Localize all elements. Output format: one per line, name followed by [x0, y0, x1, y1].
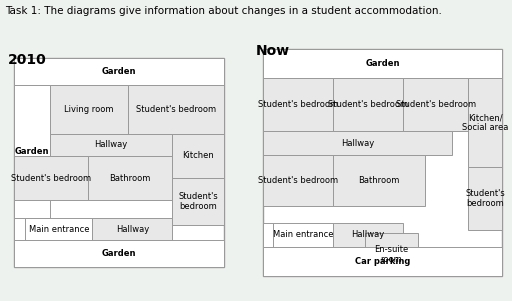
Bar: [333, 78, 403, 131]
Bar: [92, 218, 173, 240]
Bar: [468, 78, 502, 167]
Text: Bathroom: Bathroom: [110, 174, 151, 183]
Text: Kitchen: Kitchen: [182, 151, 214, 160]
Text: Main entrance: Main entrance: [29, 225, 89, 234]
Text: Kitchen/
Social area: Kitchen/ Social area: [462, 113, 508, 132]
Bar: [365, 233, 418, 276]
Bar: [128, 85, 224, 134]
Text: Garden: Garden: [366, 59, 400, 68]
Text: Garden: Garden: [102, 249, 136, 258]
Bar: [173, 134, 224, 178]
Bar: [263, 223, 273, 247]
Text: Hallway: Hallway: [116, 225, 149, 234]
Bar: [333, 155, 425, 206]
Bar: [403, 78, 468, 131]
Text: Now: Now: [256, 44, 290, 58]
Bar: [468, 167, 502, 230]
Bar: [14, 218, 26, 240]
Bar: [14, 58, 224, 85]
Text: Student's bedroom: Student's bedroom: [258, 100, 338, 109]
Text: Garden: Garden: [102, 67, 136, 76]
Bar: [14, 156, 88, 200]
Bar: [50, 134, 173, 156]
Text: Student's bedroom: Student's bedroom: [258, 176, 338, 185]
Bar: [263, 155, 333, 206]
Text: Bathroom: Bathroom: [358, 176, 400, 185]
Text: Car parking: Car parking: [355, 257, 411, 266]
Text: Hallway: Hallway: [95, 140, 128, 149]
Bar: [333, 223, 403, 247]
Text: Main entrance: Main entrance: [273, 231, 333, 240]
Bar: [26, 218, 92, 240]
Bar: [50, 85, 128, 134]
Text: Hallway: Hallway: [352, 231, 385, 240]
Bar: [14, 240, 224, 267]
Text: En-suite
room: En-suite room: [374, 244, 408, 264]
Text: Student's
bedroom: Student's bedroom: [465, 189, 505, 209]
Bar: [273, 223, 333, 247]
Text: Garden: Garden: [15, 147, 50, 156]
Text: Student's bedroom: Student's bedroom: [328, 100, 408, 109]
Bar: [263, 247, 502, 276]
Text: Hallway: Hallway: [341, 139, 374, 148]
Text: Student's bedroom: Student's bedroom: [136, 104, 216, 113]
Bar: [263, 78, 333, 131]
Text: Living room: Living room: [64, 104, 114, 113]
Bar: [263, 49, 502, 78]
Bar: [173, 178, 224, 225]
Text: Student's bedroom: Student's bedroom: [11, 174, 91, 183]
Text: Task 1: The diagrams give information about changes in a student accommodation.: Task 1: The diagrams give information ab…: [5, 6, 442, 16]
Text: Student's
bedroom: Student's bedroom: [178, 192, 218, 211]
Bar: [263, 131, 452, 155]
Bar: [88, 156, 173, 200]
Text: 2010: 2010: [8, 53, 47, 67]
Bar: [14, 85, 50, 218]
Text: Student's bedroom: Student's bedroom: [396, 100, 476, 109]
